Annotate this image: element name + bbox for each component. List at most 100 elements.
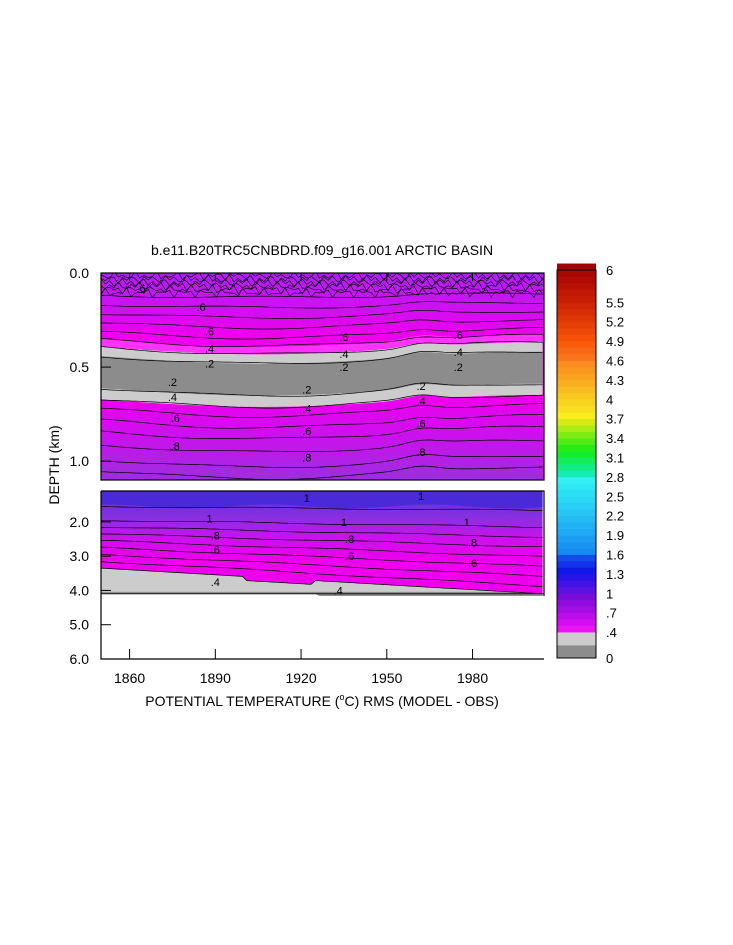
x-axis-title-suffix: C) RMS (MODEL - OBS) bbox=[344, 693, 498, 709]
colorbar-segment bbox=[557, 405, 596, 413]
contour-label: .6 bbox=[211, 544, 220, 556]
colorbar-segment bbox=[557, 457, 596, 465]
contour-label: .2 bbox=[302, 385, 311, 397]
contour-label: .6 bbox=[196, 302, 205, 314]
x-tick-label: 1950 bbox=[371, 670, 402, 686]
colorbar-segment bbox=[557, 606, 596, 614]
y-tick-label: 6.0 bbox=[70, 651, 90, 667]
colorbar-label: 1.3 bbox=[606, 567, 624, 582]
contour-line bbox=[101, 454, 543, 468]
contour-line bbox=[101, 350, 543, 364]
colorbar-label: 4.3 bbox=[606, 373, 624, 388]
colorbar-segment bbox=[557, 489, 596, 497]
colorbar bbox=[556, 263, 597, 659]
contour-line bbox=[101, 425, 543, 439]
band-pink bbox=[101, 334, 543, 355]
y-tick-label: 1.0 bbox=[70, 453, 90, 469]
contour-label: .2 bbox=[417, 381, 426, 393]
contour-line-surface bbox=[101, 287, 543, 299]
colorbar-segment bbox=[557, 276, 596, 284]
colorbar-segment bbox=[557, 282, 596, 290]
contour-label: .8 bbox=[468, 537, 477, 549]
contour-label: .6 bbox=[468, 558, 477, 570]
contour-label: .6 bbox=[205, 326, 214, 338]
colorbar-segment bbox=[557, 573, 596, 581]
colorbar-label: .7 bbox=[606, 606, 617, 621]
colorbar-segment bbox=[557, 554, 596, 562]
colorbar-segment bbox=[557, 354, 596, 361]
colorbar-label: 1.9 bbox=[606, 528, 624, 543]
colorbar-label: 1 bbox=[606, 586, 613, 601]
colorbar-segment bbox=[557, 328, 596, 335]
contour-line bbox=[101, 414, 543, 429]
contour-label: .6 bbox=[302, 426, 311, 438]
contour-line bbox=[101, 465, 543, 480]
colorbar-segment bbox=[557, 367, 596, 374]
colorbar-segment bbox=[557, 392, 596, 400]
colorbar-segment bbox=[557, 431, 596, 439]
contour-line bbox=[101, 561, 543, 588]
contour-line bbox=[101, 394, 543, 409]
contour-label: .4 bbox=[302, 403, 311, 415]
band-deep-magenta bbox=[101, 396, 543, 480]
contour-label: .4 bbox=[211, 577, 220, 589]
contour-label: .6 bbox=[136, 283, 145, 295]
contour-line bbox=[101, 533, 543, 548]
contour-line bbox=[101, 326, 543, 340]
colorbar-segment bbox=[557, 373, 596, 381]
y-axis-upper: 0.0 0.5 1.0 bbox=[70, 265, 111, 469]
contour-line bbox=[101, 382, 543, 397]
contour-label: .2 bbox=[454, 362, 463, 374]
colorbar-segment bbox=[557, 509, 596, 517]
colorbar-segment bbox=[557, 386, 596, 394]
contour-line bbox=[101, 520, 543, 529]
lower-contour-labels: 1 11 1 1.8.8.8.6.6.6.4.4 bbox=[207, 491, 478, 597]
contour-line bbox=[101, 539, 543, 557]
colorbar-segment bbox=[557, 464, 596, 471]
lower-contour-lines bbox=[101, 506, 544, 595]
x-tick-label: 1920 bbox=[285, 670, 316, 686]
upper-contour-lines bbox=[101, 273, 543, 480]
contour-line bbox=[101, 341, 543, 354]
colorbar-segment bbox=[557, 548, 596, 555]
colorbar-segment bbox=[557, 360, 596, 368]
colorbar-segment bbox=[557, 470, 596, 478]
colorbar-label: .4 bbox=[606, 625, 617, 640]
contour-line bbox=[101, 553, 543, 577]
colorbar-segment bbox=[557, 502, 596, 510]
colorbar-segment bbox=[557, 341, 596, 348]
contour-label: .4 bbox=[334, 585, 343, 597]
contour-label: .4 bbox=[168, 392, 177, 404]
colorbar-segment bbox=[557, 645, 596, 652]
colorbar-segment bbox=[557, 270, 596, 277]
band-light-gray-lower bbox=[101, 568, 543, 596]
upper-contour-labels: .6.6.6.6.6.4.4.4.2.2.2.2.2.2.4.4.4.6.6.6… bbox=[136, 283, 462, 464]
x-axis: 1860 1890 1920 1950 1980 bbox=[114, 273, 488, 686]
colorbar-label: 0 bbox=[606, 651, 613, 666]
colorbar-label: 2.2 bbox=[606, 509, 624, 524]
colorbar-segment bbox=[557, 315, 596, 323]
colorbar-segment bbox=[557, 612, 596, 620]
colorbar-segment bbox=[557, 295, 596, 303]
contour-label: .6 bbox=[345, 551, 354, 563]
contour-label: .8 bbox=[302, 452, 311, 464]
colorbar-segment bbox=[557, 302, 596, 310]
x-axis-title-prefix: POTENTIAL TEMPERATURE ( bbox=[145, 693, 340, 709]
colorbar-segment bbox=[557, 444, 596, 452]
contour-line bbox=[101, 546, 543, 567]
colorbar-label: 1.6 bbox=[606, 548, 624, 563]
colorbar-segment bbox=[557, 580, 596, 588]
colorbar-segment bbox=[557, 263, 596, 271]
colorbar-segment bbox=[557, 651, 596, 659]
x-axis-title-degree: o bbox=[339, 692, 344, 702]
contour-line bbox=[101, 319, 543, 330]
x-tick-label: 1890 bbox=[200, 670, 231, 686]
colorbar-label: 5.2 bbox=[606, 315, 624, 330]
colorbar-segment bbox=[557, 619, 596, 626]
contour-label: 1 bbox=[207, 513, 213, 525]
contour-label: 1 bbox=[341, 517, 347, 529]
contour-label: .4 bbox=[417, 396, 426, 408]
colorbar-segment bbox=[557, 451, 596, 458]
colorbar-segment bbox=[557, 425, 596, 432]
